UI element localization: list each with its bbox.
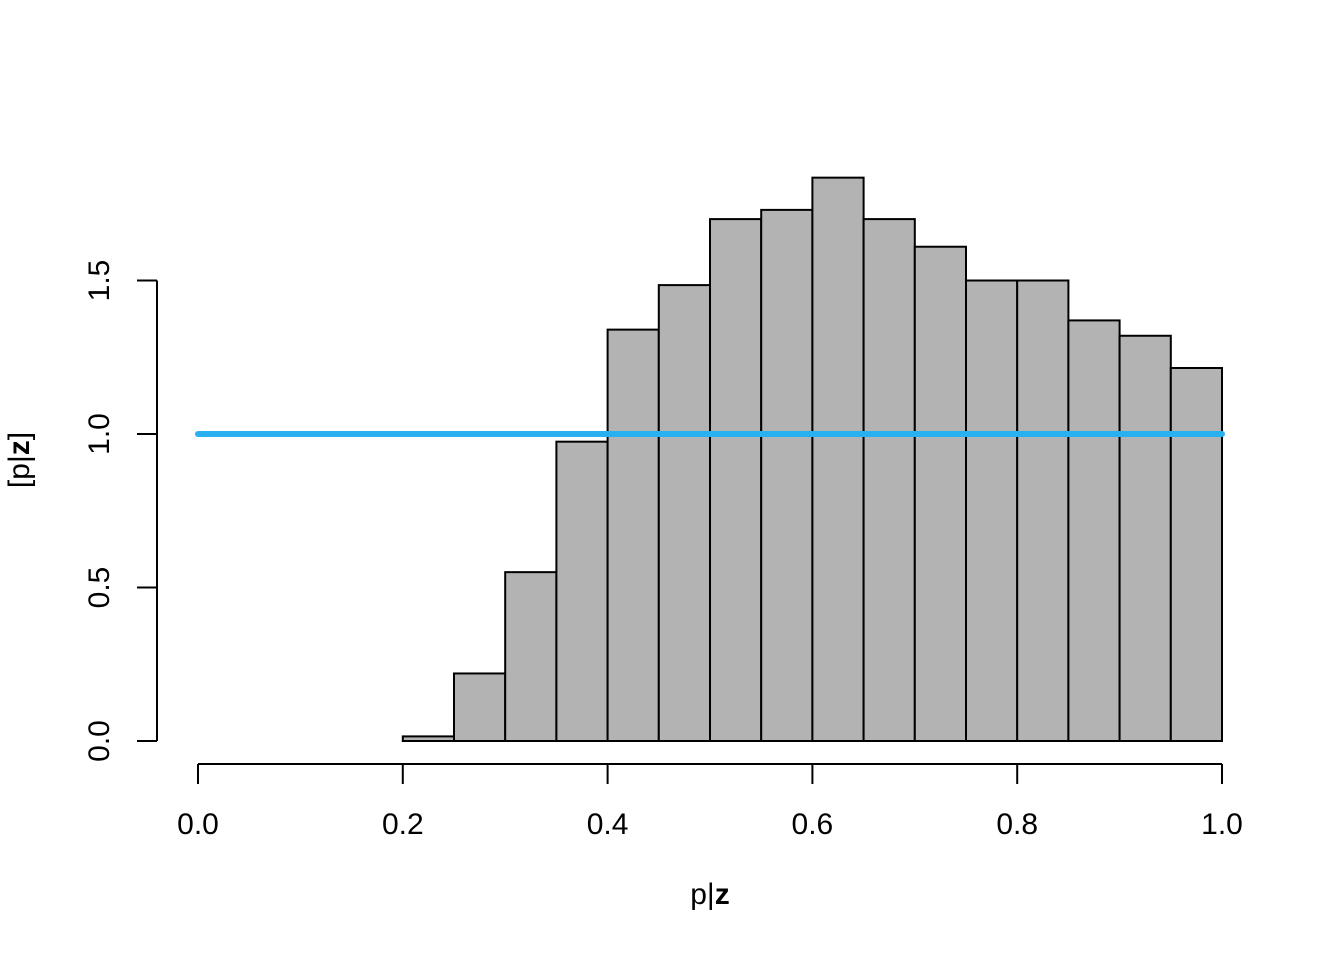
x-tick-label: 1.0 (1201, 808, 1243, 841)
histogram-bar (555, 440, 609, 742)
histogram-bar (1118, 334, 1172, 742)
y-tick-label: 1.5 (83, 260, 116, 302)
histogram-bar (709, 218, 763, 743)
x-tick-label: 0.4 (587, 808, 629, 841)
histogram-bar (401, 735, 455, 743)
histogram-bar (1169, 366, 1224, 742)
y-tick-label: 0.0 (83, 720, 116, 762)
histogram-bar (1016, 279, 1070, 742)
x-axis-title: p|z (690, 878, 729, 911)
y-tick-label: 0.5 (83, 567, 116, 609)
histogram-bar (760, 208, 814, 742)
y-axis: 0.0 0.5 1.0 1.5 (83, 260, 158, 762)
histogram-bar (606, 328, 660, 742)
histogram-bars (401, 176, 1224, 743)
x-tick-label: 0.6 (792, 808, 834, 841)
x-tick-label: 0.0 (177, 808, 219, 841)
y-tick-label: 1.0 (83, 413, 116, 455)
x-tick-label: 0.8 (996, 808, 1038, 841)
histogram-bar (453, 672, 507, 743)
histogram-bar (657, 284, 711, 742)
histogram-bar (504, 571, 558, 743)
histogram-bar (965, 279, 1019, 742)
histogram-bar (913, 245, 967, 742)
histogram-bar (1067, 319, 1121, 742)
x-tick-label: 0.2 (382, 808, 424, 841)
x-axis: 0.0 0.2 0.4 0.6 0.8 1.0 (177, 763, 1243, 841)
histogram-bar (811, 176, 865, 742)
histogram-bar (862, 218, 916, 743)
y-axis-title: [p|z] (3, 432, 36, 488)
